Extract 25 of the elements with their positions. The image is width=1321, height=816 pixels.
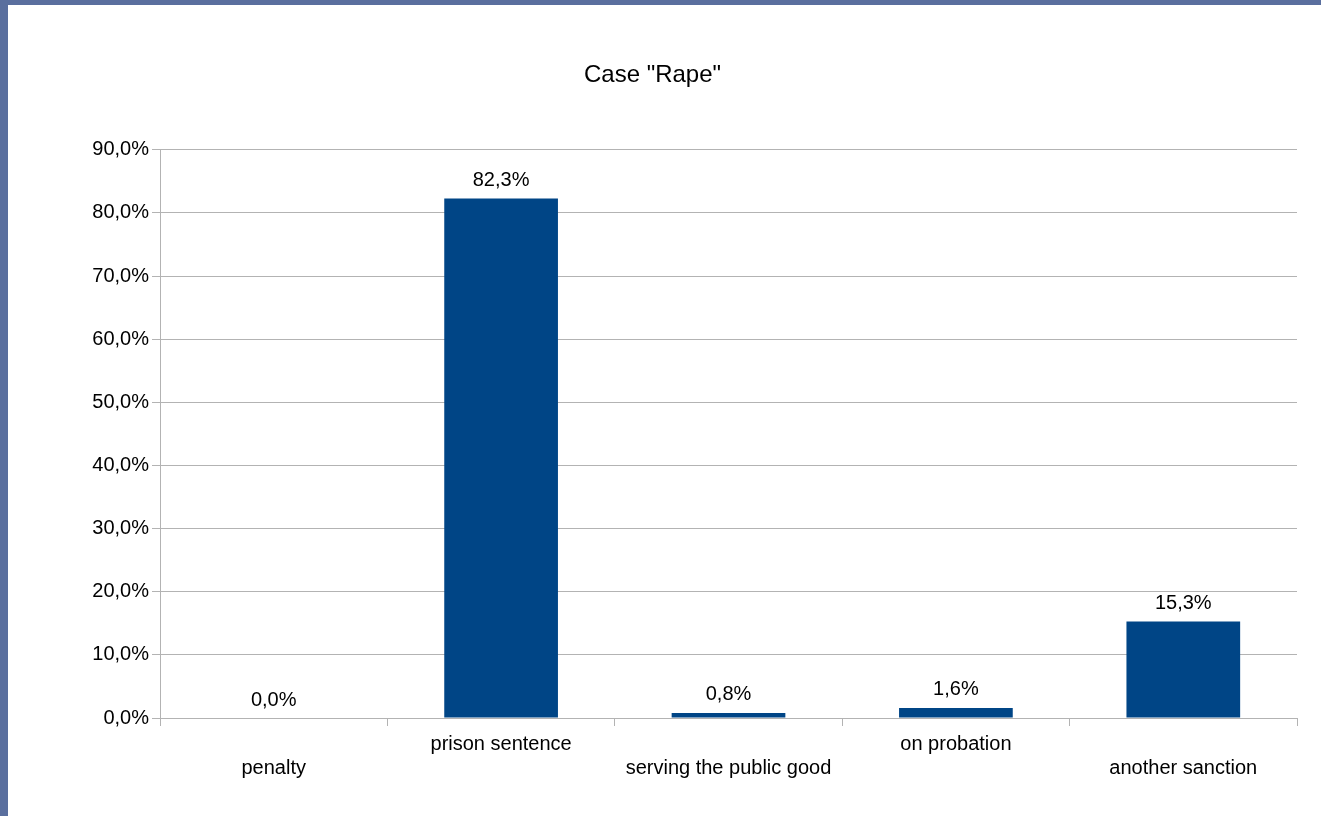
bar bbox=[1126, 621, 1241, 718]
y-tick-label: 70,0% bbox=[92, 263, 150, 286]
y-tick-label: 30,0% bbox=[92, 516, 150, 539]
y-tick-label: 90,0% bbox=[92, 137, 150, 160]
data-label: 0,8% bbox=[705, 682, 752, 705]
data-label: 0,0% bbox=[250, 687, 297, 710]
x-tick-label: another sanction bbox=[1109, 755, 1258, 778]
x-tick-label: serving the public good bbox=[625, 755, 832, 778]
y-tick-label: 20,0% bbox=[92, 579, 150, 602]
y-tick-label: 10,0% bbox=[92, 642, 150, 665]
data-label: 82,3% bbox=[472, 167, 530, 190]
y-tick-label: 80,0% bbox=[92, 200, 150, 223]
y-tick-label: 60,0% bbox=[92, 326, 150, 349]
x-tick-label: prison sentence bbox=[430, 731, 572, 754]
x-tick-label: penalty bbox=[241, 755, 306, 778]
y-tick-label: 0,0% bbox=[103, 705, 150, 728]
chart-title: Case "Rape" bbox=[583, 60, 722, 88]
bar bbox=[899, 707, 1013, 718]
y-tick-label: 40,0% bbox=[92, 452, 150, 475]
data-label: 15,3% bbox=[1154, 590, 1212, 613]
bar bbox=[671, 712, 786, 718]
data-label: 1,6% bbox=[933, 677, 979, 700]
y-tick-label: 50,0% bbox=[92, 389, 150, 412]
x-tick-label: on probation bbox=[900, 731, 1012, 754]
bar bbox=[444, 198, 558, 718]
